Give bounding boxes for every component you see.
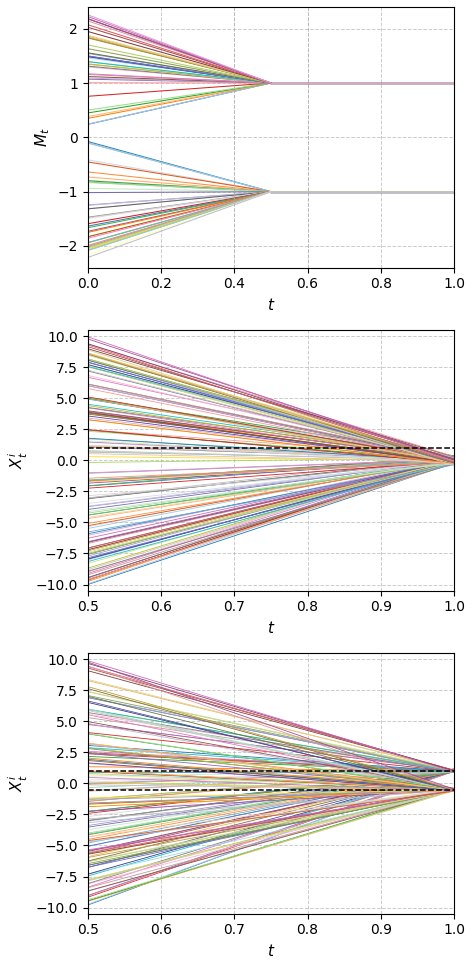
Y-axis label: $M_t$: $M_t$ xyxy=(34,128,52,147)
Y-axis label: $X_t^i$: $X_t^i$ xyxy=(7,775,30,792)
Y-axis label: $X_t^i$: $X_t^i$ xyxy=(7,451,30,469)
X-axis label: $t$: $t$ xyxy=(267,297,275,313)
X-axis label: $t$: $t$ xyxy=(267,620,275,636)
X-axis label: $t$: $t$ xyxy=(267,943,275,959)
